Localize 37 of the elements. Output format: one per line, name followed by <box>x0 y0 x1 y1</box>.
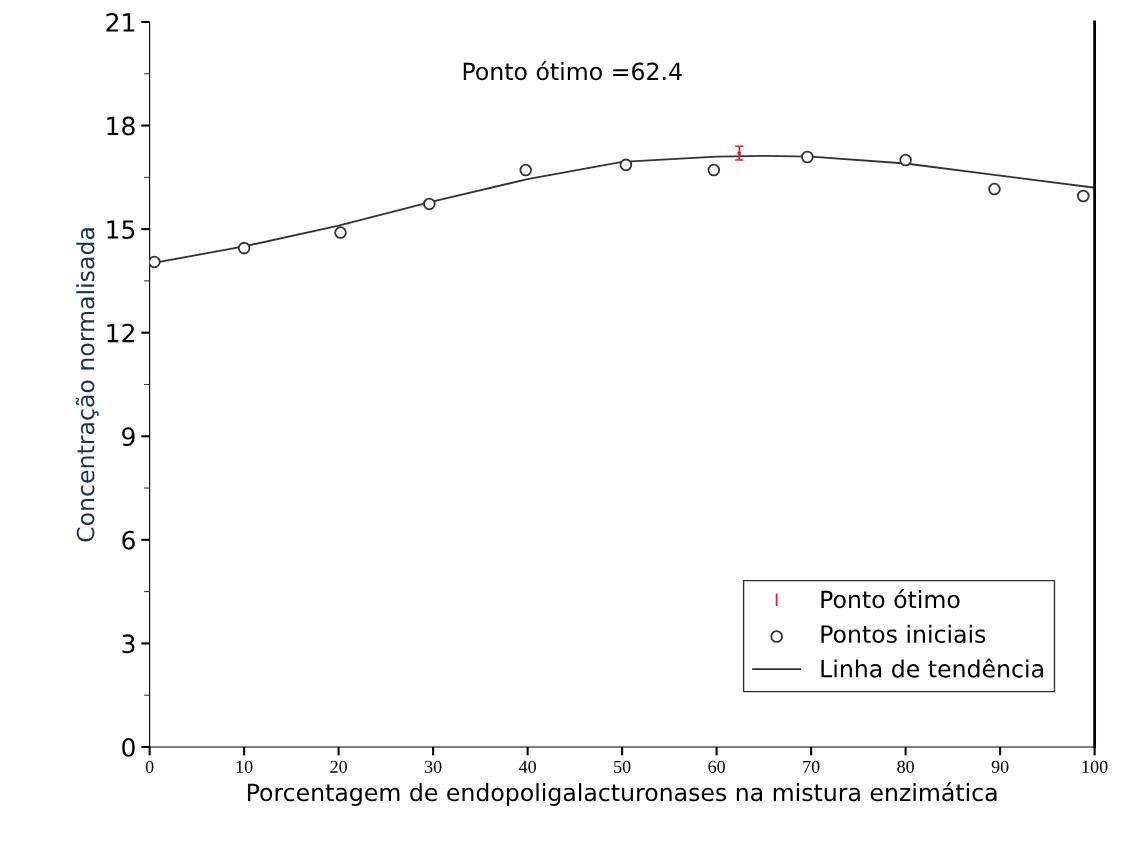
point <box>899 153 912 167</box>
point <box>801 150 814 164</box>
point <box>988 182 1001 196</box>
point <box>237 241 251 255</box>
x-tick-label: 20 <box>330 760 347 773</box>
x-tick-label: 50 <box>614 760 631 773</box>
legend-label: Ponto ótimo <box>821 589 960 609</box>
x-tick-label: 40 <box>518 760 536 773</box>
y-tick-label: 0 <box>122 737 135 757</box>
y-tick-label: 15 <box>107 220 135 239</box>
legend-label: Linha de tendência <box>821 658 1043 678</box>
y-tick-label: 6 <box>122 530 135 550</box>
y-tick-label: 9 <box>122 427 135 447</box>
x-tick-label: 70 <box>803 760 820 773</box>
x-tick-label: 100 <box>1082 760 1108 773</box>
y-tick-label: 21 <box>106 12 135 32</box>
point <box>1077 189 1090 203</box>
point <box>519 163 533 177</box>
point <box>619 158 633 172</box>
point <box>334 226 347 239</box>
x-tick-label: 0 <box>145 760 154 773</box>
y-tick-label: 18 <box>107 116 135 136</box>
x-tick-label: 10 <box>236 760 253 773</box>
x-tick-label: 80 <box>897 760 914 773</box>
point <box>149 255 161 269</box>
legend-label: Pontos iniciais <box>821 624 986 643</box>
x-tick-label: 60 <box>708 760 725 773</box>
x-tick-label: 90 <box>991 760 1009 773</box>
point <box>737 151 742 156</box>
y-tick-label: 3 <box>122 634 135 654</box>
y-tick-label: 12 <box>107 323 134 343</box>
annotation: Ponto ótimo =62.4 <box>463 61 682 81</box>
x-tick-label: 30 <box>424 760 442 773</box>
x-axis-title: Porcentagem de endopoligalacturonases na mistura enzimática <box>247 782 997 806</box>
point <box>707 163 721 177</box>
point <box>423 197 436 211</box>
y-axis-title: Concentração normalisada <box>75 228 99 542</box>
